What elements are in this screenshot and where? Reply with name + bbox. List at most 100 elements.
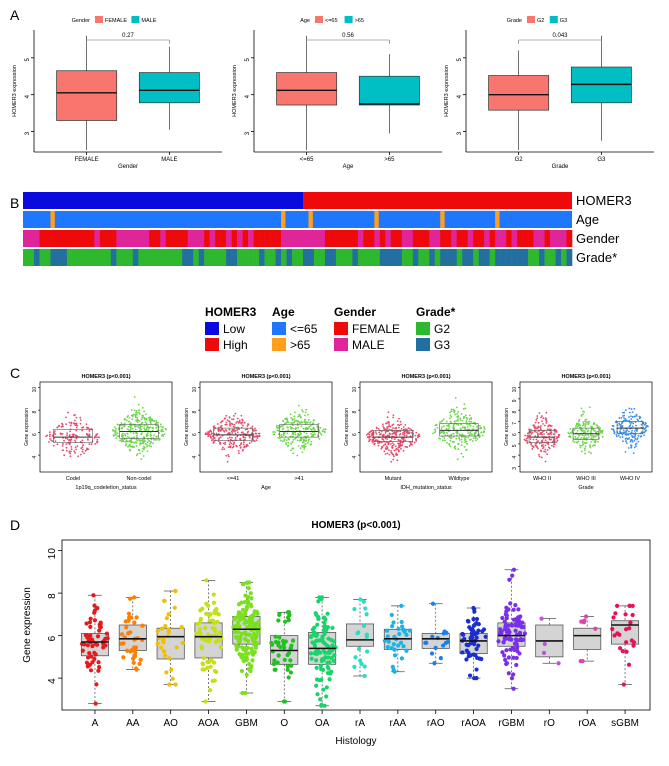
plot-frame [199, 381, 333, 473]
data-point [536, 431, 538, 434]
data-point [130, 441, 133, 444]
data-point [254, 641, 259, 646]
data-point [136, 417, 139, 419]
data-point [400, 624, 405, 629]
data-point [45, 435, 48, 438]
data-point [469, 424, 472, 427]
heat-cell-gender [220, 230, 227, 247]
heat-cell-gender [478, 230, 485, 247]
data-point [148, 444, 150, 447]
data-point [286, 418, 289, 421]
data-point [577, 433, 580, 436]
heat-cell-grade [270, 249, 276, 266]
data-point [75, 429, 78, 432]
data-point [542, 437, 545, 440]
data-point [537, 440, 540, 442]
data-point [375, 439, 378, 441]
data-point [362, 664, 367, 669]
heat-cell-gender [440, 230, 447, 247]
legend-label: G3 [434, 338, 450, 352]
data-point [589, 445, 592, 448]
data-point [314, 683, 319, 688]
data-point [624, 450, 627, 453]
data-point [297, 445, 300, 447]
data-point [230, 422, 233, 425]
data-point [216, 423, 219, 425]
data-point [285, 667, 290, 672]
data-point [634, 438, 637, 440]
y-tick-label: 10 [352, 387, 358, 393]
heat-cell-gender [198, 230, 205, 247]
x-axis-label: Grade [552, 164, 569, 170]
data-point [234, 426, 236, 429]
x-axis-label: IDH_mutation_status [400, 485, 452, 491]
y-tick-label: 8 [47, 593, 58, 599]
data-point [152, 442, 155, 445]
data-point [284, 417, 287, 420]
data-point [157, 421, 159, 424]
data-point [527, 435, 530, 438]
data-point [103, 643, 108, 648]
data-point [48, 441, 50, 443]
heat-cell-grade [110, 249, 117, 266]
data-point [298, 414, 301, 416]
data-point [476, 622, 481, 627]
data-point [504, 616, 509, 621]
data-point [330, 625, 335, 630]
heat-cell-gender [237, 230, 243, 247]
data-point [62, 425, 64, 428]
heat-cell-gender [550, 230, 556, 247]
data-point [252, 439, 255, 442]
data-point [627, 430, 630, 433]
data-point [319, 596, 324, 602]
heat-cell-gender [412, 230, 419, 247]
heat-cell-gender [127, 230, 134, 247]
heat-cell-gender [555, 230, 562, 247]
heat-cell-age-old [281, 211, 286, 228]
data-point [246, 667, 252, 672]
data-point [514, 622, 519, 627]
heat-cell-gender [94, 230, 101, 247]
heat-cell-gender [390, 230, 397, 247]
data-point [211, 592, 216, 597]
data-point [113, 426, 116, 429]
data-point [49, 433, 51, 436]
data-point [135, 434, 138, 437]
data-point [130, 414, 133, 417]
data-point [143, 445, 145, 448]
y-axis-label: Gene expression [22, 587, 33, 663]
y-tick-label: 10 [47, 548, 58, 560]
heat-cell-grade [44, 249, 51, 266]
data-point [228, 420, 230, 422]
data-point [164, 616, 169, 621]
plot-title: HOMER3 (p<0.001) [241, 374, 290, 380]
data-point [96, 668, 101, 673]
data-point [573, 429, 576, 431]
heat-cell-grade [248, 249, 254, 266]
data-point [224, 443, 227, 446]
data-point [620, 423, 622, 426]
data-point [471, 433, 473, 436]
data-point [409, 435, 412, 438]
data-point [244, 672, 249, 678]
heat-cell-grade [511, 249, 518, 266]
data-point [129, 426, 132, 429]
data-point [142, 447, 144, 450]
heat-cell-grade [264, 249, 271, 266]
data-point [236, 602, 242, 607]
data-point [232, 414, 235, 417]
data-point [212, 669, 218, 674]
data-point [601, 436, 604, 438]
data-point [594, 440, 597, 442]
data-point [445, 420, 448, 423]
data-point [455, 437, 458, 440]
data-point [544, 419, 547, 421]
data-point [535, 427, 538, 430]
data-point [581, 440, 584, 443]
data-point [542, 447, 544, 450]
data-point [496, 639, 501, 644]
data-point [392, 416, 395, 419]
data-point [137, 424, 139, 427]
data-point [146, 450, 149, 453]
data-point [237, 624, 242, 629]
